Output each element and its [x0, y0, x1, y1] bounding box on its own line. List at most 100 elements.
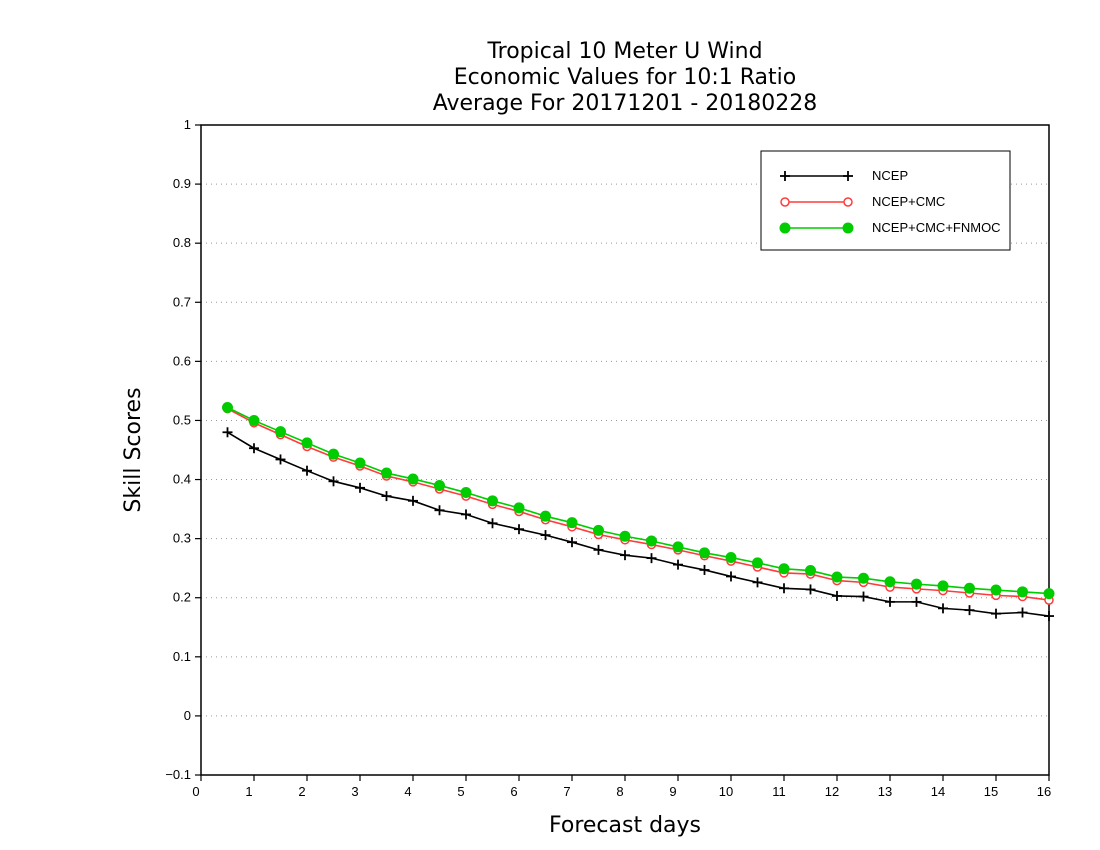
x-tick-label: 12	[825, 784, 839, 799]
chart-title-line: Average For 20171201 - 20180228	[433, 91, 818, 116]
data-point	[620, 550, 630, 561]
data-point	[805, 565, 816, 577]
chart-title-line: Tropical 10 Meter U Wind	[486, 39, 762, 64]
y-tick-label: 0.3	[173, 531, 191, 546]
y-tick-label: 0.6	[173, 353, 191, 368]
data-point	[699, 547, 710, 559]
data-point	[699, 564, 710, 575]
x-tick-label: 3	[351, 784, 358, 799]
x-tick-label: 13	[878, 784, 892, 799]
data-point	[248, 414, 260, 426]
data-point	[778, 563, 790, 575]
y-tick-label: 0.9	[173, 176, 191, 191]
legend-item: NCEP	[780, 168, 908, 183]
data-point	[1017, 586, 1028, 598]
data-point	[354, 457, 366, 469]
data-point	[858, 591, 869, 602]
legend-marker	[842, 222, 854, 234]
data-point	[249, 443, 259, 454]
axis-ticks: −0.100.10.20.30.40.50.60.70.80.910 1 2 3 4 5 6…	[165, 117, 1051, 799]
data-point	[461, 509, 471, 520]
chart-title-line: Economic Values for 10:1 Ratio	[454, 65, 796, 90]
data-point	[619, 530, 631, 542]
series-ncep-cmc	[222, 403, 1054, 605]
data-point	[381, 467, 392, 479]
y-tick-label: 0.1	[173, 649, 191, 664]
legend-box	[760, 150, 1011, 251]
data-point	[540, 530, 551, 541]
data-point	[779, 583, 789, 594]
data-point	[885, 596, 895, 607]
x-tick-label: 14	[931, 784, 945, 799]
grid	[201, 183, 1049, 717]
x-tick-label: 6	[510, 784, 517, 799]
data-point	[302, 465, 312, 476]
data-point	[355, 482, 365, 493]
legend-label: NCEP+CMC+FNMOC	[872, 220, 1001, 235]
y-tick-label: 0.2	[173, 590, 191, 605]
data-point	[460, 487, 472, 499]
data-point	[673, 559, 683, 570]
legend-marker	[780, 171, 790, 181]
y-tick-label: 1	[184, 117, 191, 132]
x-tick-label: 1	[245, 784, 252, 799]
series-line	[227, 407, 1050, 601]
data-point	[672, 541, 684, 553]
data-point	[832, 590, 842, 601]
legend-label: NCEP+CMC	[872, 194, 945, 209]
y-tick-label: 0	[184, 708, 191, 723]
data-point	[514, 524, 524, 535]
x-tick-label: 10	[719, 784, 733, 799]
y-tick-label: −0.1	[165, 767, 191, 782]
data-point	[937, 580, 949, 592]
x-tick-label: 0	[192, 784, 199, 799]
x-tick-label: 11	[772, 784, 786, 799]
data-point	[222, 401, 233, 413]
legend-item: NCEP+CMC+FNMOC	[779, 220, 1001, 235]
x-tick-label: 5	[457, 784, 464, 799]
x-tick-label: 7	[563, 784, 570, 799]
y-tick-label: 0.8	[173, 235, 191, 250]
legend: NCEP NCEP+CMC NCEP+CMC+FNMOC	[760, 150, 1011, 251]
data-point	[646, 553, 657, 564]
series-ncep	[222, 427, 1054, 622]
data-point	[567, 537, 577, 548]
legend-marker	[843, 197, 853, 207]
x-tick-label: 2	[298, 784, 305, 799]
data-point	[938, 603, 948, 614]
data-point	[434, 479, 445, 491]
data-point	[540, 510, 551, 522]
data-point	[566, 517, 578, 529]
data-point	[328, 476, 339, 487]
data-point	[513, 502, 525, 514]
data-point	[725, 552, 737, 564]
data-point	[487, 518, 498, 529]
data-point	[646, 535, 657, 547]
data-point	[408, 495, 418, 506]
data-point	[805, 584, 816, 595]
series-ncep-cmc-fnmoc	[222, 401, 1055, 600]
legend-marker	[779, 222, 791, 234]
data-point	[964, 605, 975, 616]
x-tick-label: 9	[669, 784, 676, 799]
data-point	[407, 473, 419, 485]
data-point	[911, 578, 922, 590]
data-point	[593, 544, 604, 555]
legend-label: NCEP	[872, 168, 908, 183]
x-tick-label: 4	[404, 784, 411, 799]
series-lines	[222, 401, 1055, 622]
data-point	[964, 582, 975, 594]
data-point	[381, 491, 392, 502]
y-tick-label: 0.7	[173, 294, 191, 309]
data-point	[726, 571, 736, 582]
data-point	[275, 426, 286, 438]
data-point	[275, 454, 286, 465]
y-tick-label: 0.5	[173, 412, 191, 427]
x-tick-label: 16	[1037, 784, 1051, 799]
x-tick-label: 8	[616, 784, 623, 799]
y-tick-label: 0.4	[173, 472, 191, 487]
data-point	[752, 557, 763, 569]
data-point	[434, 505, 445, 516]
data-point	[1017, 607, 1028, 618]
